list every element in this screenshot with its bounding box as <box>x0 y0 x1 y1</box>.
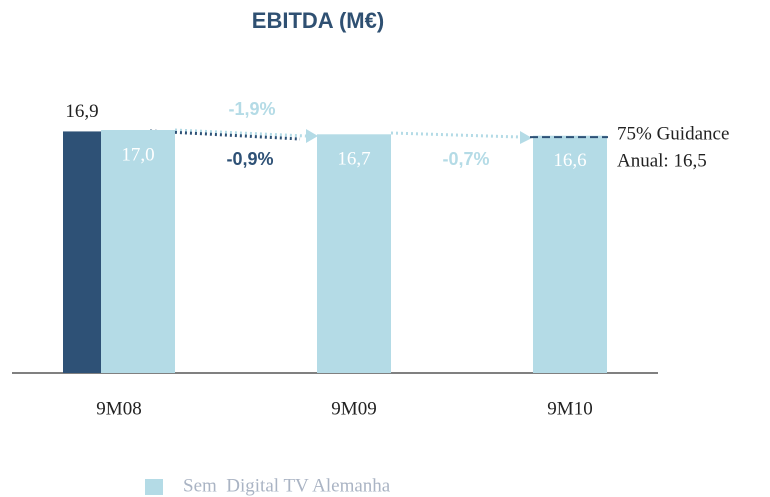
x-tick-label: 9M10 <box>547 398 592 419</box>
arrow <box>390 131 521 139</box>
annotation: -0,7% <box>442 149 489 169</box>
x-tick-label: 9M08 <box>96 398 141 419</box>
data-label: 16,9 <box>65 101 98 122</box>
annotation: -0,9% <box>226 149 273 169</box>
arrowhead <box>306 129 318 143</box>
chart-title: EBITDA (M€) <box>252 8 384 33</box>
x-tick-label: 9M09 <box>331 398 376 419</box>
arrowhead <box>520 131 532 144</box>
bar <box>317 134 391 373</box>
data-label: 16,6 <box>553 150 586 171</box>
bar <box>533 135 607 373</box>
bar <box>63 131 101 373</box>
guidance-label: 75% Guidance <box>617 123 729 144</box>
data-label: 17,0 <box>121 144 154 165</box>
legend-label: Sem Digital TV Alemanha <box>183 475 391 496</box>
legend-swatch <box>145 479 163 495</box>
arrow <box>174 128 307 138</box>
arrows <box>149 128 532 144</box>
bar <box>101 130 175 373</box>
data-label: 16,7 <box>337 149 370 170</box>
guidance-label: Anual: 16,5 <box>617 150 707 171</box>
annotation: -1,9% <box>228 99 275 119</box>
